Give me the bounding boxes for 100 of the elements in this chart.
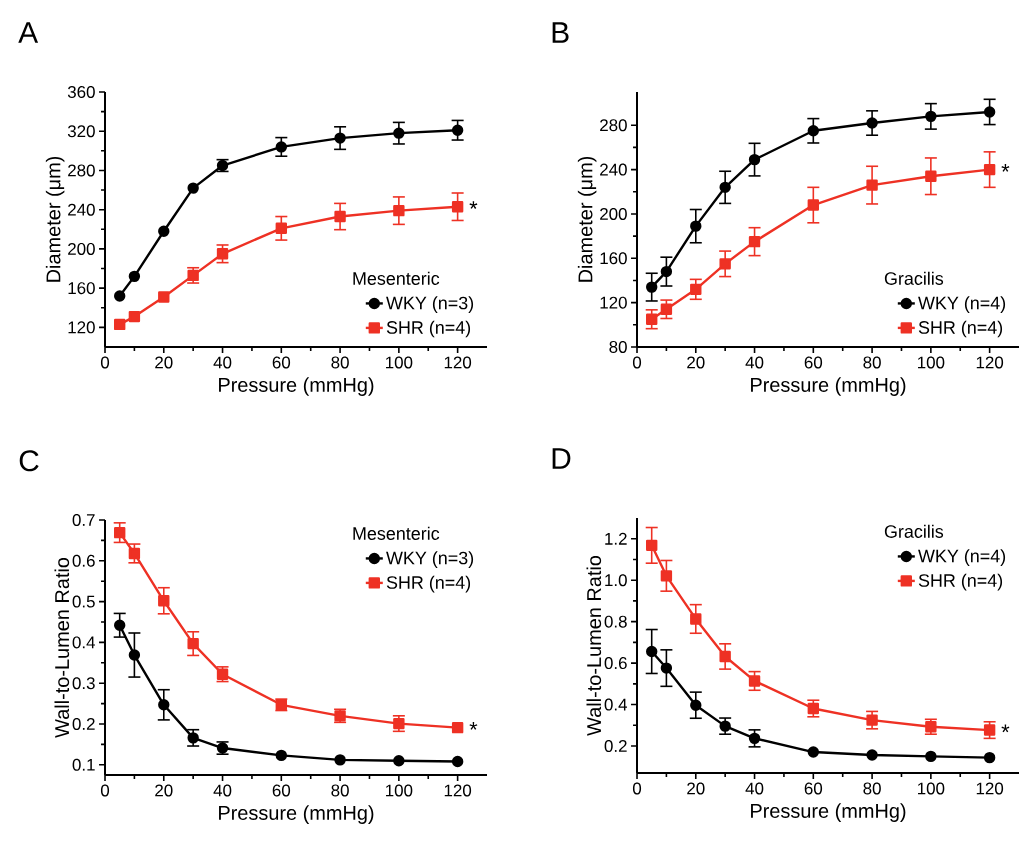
point (646, 539, 658, 552)
point (690, 283, 702, 296)
point (983, 106, 996, 118)
point (807, 746, 820, 758)
legend-label: SHR (n=4) (918, 573, 1003, 591)
y-tick-label: 0.2 (604, 740, 627, 753)
y-tick-label: 0.1 (72, 758, 95, 771)
legend-label: WKY (n=3) (386, 296, 474, 313)
chart-title: D (552, 448, 571, 469)
point (660, 570, 673, 582)
point (334, 754, 346, 766)
x-tick-label: 120 (444, 356, 472, 369)
x-tick-label: 100 (918, 782, 945, 795)
point (866, 749, 878, 761)
x-tick-label: 0 (100, 784, 110, 797)
point (275, 749, 288, 762)
point (216, 248, 229, 260)
x-tick-label: 100 (918, 356, 945, 369)
legend-label: SHR (n=4) (386, 575, 471, 593)
x-tick-label: 60 (272, 784, 291, 797)
y-tick-label: 280 (600, 119, 627, 132)
x-tick-label: 20 (687, 356, 705, 369)
legend-label: WKY (n=3) (386, 551, 474, 568)
x-tick-label: 120 (976, 356, 1004, 369)
point (690, 220, 702, 232)
y-axis-title: Diameter (μm) (577, 156, 597, 282)
x-tick-label: 60 (804, 782, 823, 795)
point (128, 547, 141, 560)
y-tick-label: 280 (68, 164, 95, 177)
x-axis-title: Pressure (mmHg) (751, 377, 906, 396)
y-tick-label: 0.8 (604, 615, 627, 628)
point (660, 662, 673, 674)
legend-title: Gracilis (884, 524, 944, 538)
point (983, 163, 996, 176)
point (393, 204, 405, 217)
annotation: * (469, 722, 478, 730)
point (807, 125, 820, 137)
annotation: * (1001, 164, 1010, 172)
point (660, 303, 673, 315)
legend-title: Mesenteric (353, 271, 440, 285)
y-tick-label: 120 (68, 321, 95, 334)
x-tick-label: 100 (386, 784, 413, 797)
point (719, 720, 731, 732)
y-tick-label: 240 (600, 163, 627, 176)
point (187, 182, 199, 194)
x-tick-label: 100 (386, 356, 413, 369)
point (114, 619, 126, 631)
y-tick-label: 0.2 (72, 717, 95, 730)
point (393, 127, 405, 139)
x-tick-label: 80 (863, 356, 881, 369)
point (451, 124, 464, 136)
x-axis-title: Pressure (mmHg) (219, 377, 374, 396)
x-tick-label: 120 (444, 784, 472, 797)
point (187, 637, 199, 650)
point (719, 650, 731, 663)
point (114, 318, 126, 331)
point (719, 258, 731, 270)
x-tick-label: 40 (213, 356, 232, 369)
y-tick-label: 0.6 (604, 657, 627, 670)
y-tick-label: 0.4 (72, 636, 96, 649)
y-axis-title: Wall-to-Lumen Ratio (586, 555, 602, 736)
x-tick-label: 20 (155, 356, 173, 369)
point (158, 595, 170, 607)
x-tick-label: 80 (863, 782, 881, 795)
point (646, 281, 658, 293)
legend-label: SHR (n=4) (918, 320, 1003, 338)
x-tick-label: 80 (331, 784, 349, 797)
point (158, 699, 170, 711)
point (690, 613, 702, 625)
chart-title: B (552, 22, 569, 43)
y-tick-label: 200 (68, 242, 95, 255)
point (275, 222, 288, 235)
y-tick-label: 0.4 (604, 698, 628, 711)
point (275, 141, 288, 153)
legend-label: SHR (n=4) (386, 320, 471, 338)
y-tick-label: 320 (67, 125, 95, 138)
point (807, 199, 820, 211)
x-tick-label: 20 (155, 784, 173, 797)
x-tick-label: 40 (745, 782, 764, 795)
point (748, 153, 761, 166)
x-axis-title: Pressure (mmHg) (219, 805, 374, 824)
x-tick-label: 60 (804, 356, 823, 369)
x-tick-label: 60 (272, 356, 291, 369)
chart-title: A (18, 22, 39, 43)
point (925, 170, 937, 182)
y-tick-label: 240 (68, 203, 95, 216)
point (719, 181, 731, 194)
y-tick-label: 1.0 (605, 574, 627, 587)
point (158, 225, 170, 237)
y-axis-title: Wall-to-Lumen Ratio (54, 557, 70, 738)
point (748, 235, 761, 248)
x-tick-label: 20 (687, 782, 705, 795)
y-tick-label: 80 (609, 340, 627, 353)
point (128, 649, 141, 661)
point (334, 132, 346, 144)
y-axis-title: Diameter (μm) (45, 156, 65, 282)
x-axis-title: Pressure (mmHg) (751, 803, 906, 822)
x-tick-label: 120 (976, 782, 1004, 795)
y-tick-label: 360 (67, 85, 95, 98)
point (660, 265, 673, 278)
